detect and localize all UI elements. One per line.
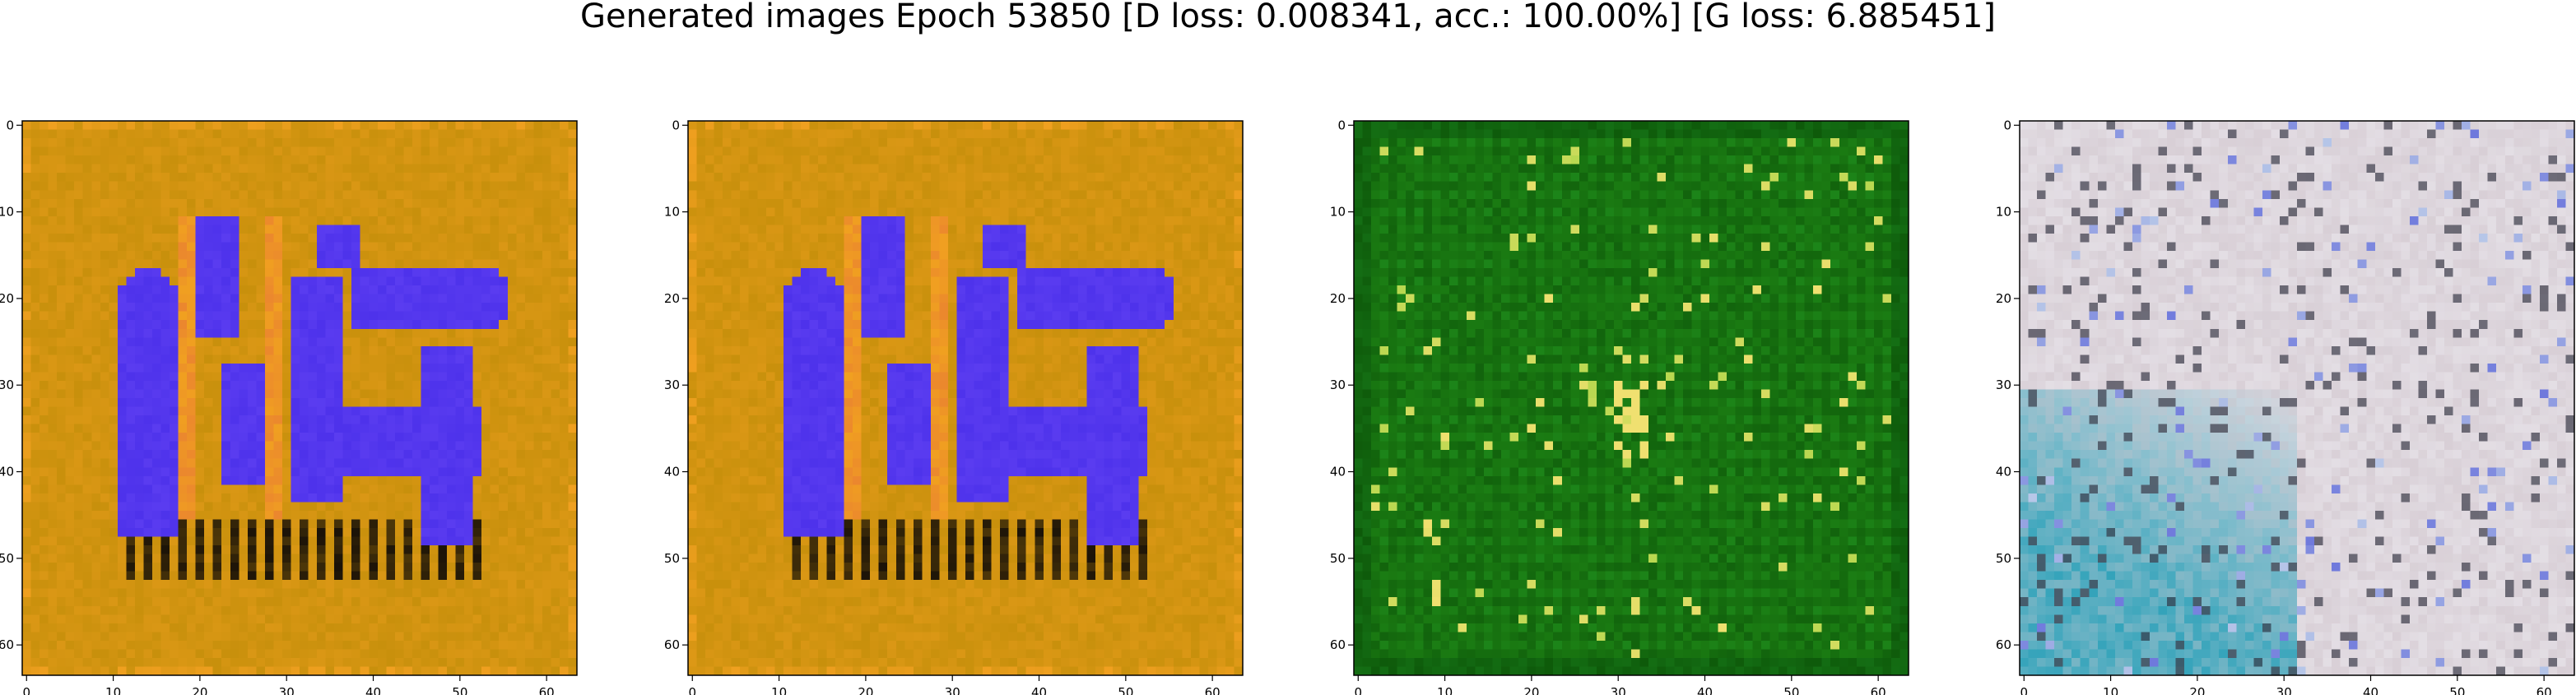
x-tick-label: 50	[2449, 685, 2465, 695]
y-tick-label: 0	[672, 118, 680, 132]
generated-image-4	[2020, 121, 2575, 676]
y-tick-label: 60	[1330, 637, 1346, 652]
y-tick-label: 40	[1330, 465, 1346, 480]
y-tick-label: 50	[1330, 551, 1346, 566]
x-tick-label: 30	[1611, 685, 1626, 695]
x-tick-label: 60	[2536, 685, 2552, 695]
y-tick-label: 0	[1337, 118, 1346, 132]
x-tick-label: 40	[365, 685, 381, 695]
y-tick-label: 30	[0, 378, 14, 392]
y-tick-label: 40	[664, 465, 680, 480]
x-tick-label: 10	[105, 685, 121, 695]
x-tick-label: 10	[2103, 685, 2118, 695]
image-panel-4: 0 10 20 30 40 50 60 0 10 20 30 40 50 60	[1996, 118, 2575, 695]
y-tick-label: 30	[1330, 378, 1346, 392]
x-tick-label: 60	[1205, 685, 1221, 695]
x-tick-label: 50	[1118, 685, 1133, 695]
x-tick-label: 0	[2020, 685, 2028, 695]
y-tick-label: 20	[664, 291, 680, 306]
x-tick-label: 20	[1523, 685, 1539, 695]
x-tick-label: 0	[1354, 685, 1362, 695]
y-tick-label: 40	[0, 465, 14, 480]
y-tick-label: 0	[2003, 118, 2011, 132]
y-tick-label: 20	[1996, 291, 2011, 306]
y-tick-label: 20	[0, 291, 14, 306]
y-tick-label: 10	[0, 205, 14, 220]
y-tick-label: 30	[664, 378, 680, 392]
y-tick-label: 60	[664, 637, 680, 652]
generated-image-3	[1354, 121, 1909, 676]
x-tick-label: 40	[1697, 685, 1713, 695]
image-panel-2: 0 10 20 30 40 50 60 0 10 20 30 40 50 60	[664, 118, 1244, 695]
y-tick-label: 10	[664, 205, 680, 220]
x-tick-label: 20	[2189, 685, 2205, 695]
x-tick-label: 20	[858, 685, 873, 695]
y-tick-label: 50	[1996, 551, 2011, 566]
x-tick-label: 10	[771, 685, 787, 695]
y-tick-label: 60	[0, 637, 14, 652]
y-tick-label: 0	[6, 118, 14, 132]
y-tick-label: 10	[1330, 205, 1346, 220]
image-panel-1: 0 10 20 30 40 50 60 0 10 20 30 40 50 60	[0, 118, 578, 695]
x-tick-label: 0	[22, 685, 30, 695]
y-tick-label: 50	[0, 551, 14, 566]
y-tick-label: 40	[1996, 465, 2011, 480]
x-tick-label: 30	[945, 685, 960, 695]
x-tick-label: 30	[2276, 685, 2292, 695]
x-tick-label: 40	[1031, 685, 1047, 695]
generated-image-1	[22, 121, 578, 676]
y-tick-label: 50	[664, 551, 680, 566]
x-tick-label: 20	[192, 685, 207, 695]
generated-image-2	[688, 121, 1244, 676]
y-tick-label: 30	[1996, 378, 2011, 392]
y-tick-label: 60	[1996, 637, 2011, 652]
x-tick-label: 50	[1783, 685, 1799, 695]
y-tick-label: 10	[1996, 205, 2011, 220]
x-tick-label: 40	[2363, 685, 2378, 695]
x-tick-label: 30	[279, 685, 295, 695]
image-panel-3: 0 10 20 30 40 50 60 0 10 20 30 40 50 60	[1330, 118, 1909, 695]
x-tick-label: 60	[539, 685, 555, 695]
x-tick-label: 60	[1871, 685, 1886, 695]
x-tick-label: 50	[452, 685, 467, 695]
y-tick-label: 20	[1330, 291, 1346, 306]
x-tick-label: 10	[1437, 685, 1453, 695]
x-tick-label: 0	[688, 685, 696, 695]
